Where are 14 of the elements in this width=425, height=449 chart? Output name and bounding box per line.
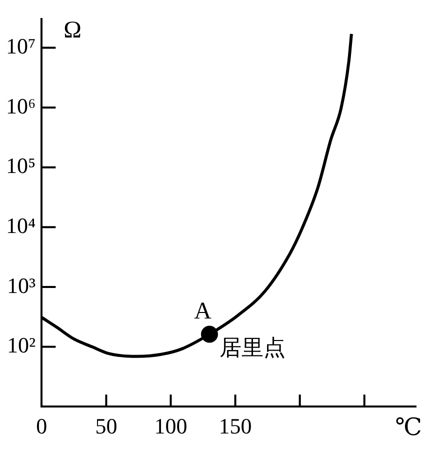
x-axis-title: ℃ bbox=[395, 414, 422, 441]
y-axis-title: Ω bbox=[64, 17, 82, 44]
y-tick-label: 10⁵ bbox=[6, 153, 36, 178]
annotation: A bbox=[194, 298, 212, 325]
x-tick-label: 100 bbox=[154, 414, 188, 439]
y-tick-label: 10² bbox=[7, 332, 36, 358]
x-tick-label: 0 bbox=[36, 414, 48, 439]
annotation: 居里点 bbox=[219, 335, 286, 360]
y-tick-label: 10⁴ bbox=[6, 212, 36, 238]
x-tick-label: 150 bbox=[218, 414, 252, 439]
y-tick-label: 10⁶ bbox=[6, 93, 36, 118]
y-tick-label: 10³ bbox=[7, 272, 36, 298]
y-tick-label: 10⁷ bbox=[6, 34, 36, 59]
x-tick-label: 50 bbox=[95, 414, 118, 439]
